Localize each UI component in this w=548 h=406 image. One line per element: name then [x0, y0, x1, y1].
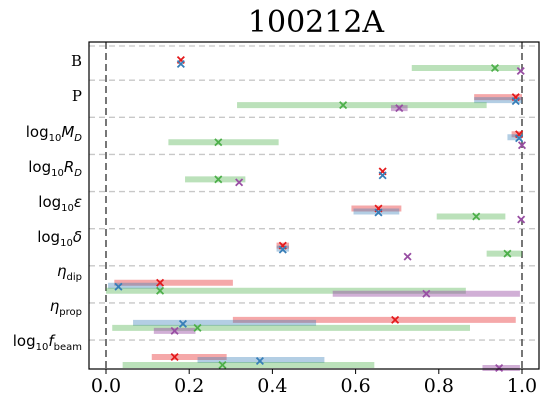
data-point — [517, 141, 527, 150]
data-point — [403, 252, 412, 261]
data-point — [503, 249, 512, 258]
interval-bar — [474, 94, 522, 101]
plot-frame — [88, 41, 540, 370]
y-axis-labels: B P log10MD log10RD log10ε log10δ ηdip η… — [13, 52, 83, 353]
y-label-log10fbeam: log10fbeam — [13, 332, 82, 353]
data-point — [495, 363, 504, 373]
interval-bar — [486, 250, 522, 257]
x-tick-label: 0.2 — [174, 375, 204, 397]
y-label-P: P — [72, 87, 82, 105]
interval-bar — [114, 279, 233, 286]
y-label-log10epsilon: log10ε — [38, 193, 82, 214]
interval-bar — [232, 316, 516, 323]
interval-bar — [133, 319, 317, 326]
interval-bar — [108, 282, 163, 289]
interval-bar — [185, 176, 246, 183]
interval-bar — [436, 213, 506, 220]
data-point — [515, 134, 524, 143]
data-point — [490, 63, 499, 73]
y-label-log10MD: log10MD — [26, 123, 83, 144]
data-point — [193, 323, 202, 332]
plot-area — [89, 42, 539, 373]
data-point — [255, 356, 264, 366]
data-point — [391, 315, 400, 324]
data-point — [178, 319, 187, 328]
data-point — [422, 289, 431, 298]
y-label-eta-dip: ηdip — [57, 262, 82, 283]
data-point — [214, 138, 223, 147]
data-point — [278, 245, 287, 254]
chart-title: 100212A — [248, 5, 385, 40]
data-point — [218, 360, 227, 370]
interval-bar — [351, 205, 402, 212]
x-tick-label: 0.4 — [257, 375, 287, 397]
data-point — [214, 175, 223, 184]
interval-bar — [122, 362, 375, 368]
x-tick-label: 0.8 — [424, 375, 454, 397]
data-point — [511, 97, 520, 106]
data-point — [378, 171, 387, 180]
interval-bar — [106, 287, 466, 294]
data-point — [176, 59, 185, 69]
interval-bar — [474, 97, 522, 104]
interval-bar — [151, 354, 227, 360]
data-point — [156, 278, 165, 287]
data-point — [395, 104, 404, 113]
data-point — [156, 286, 165, 295]
y-label-eta-prop: ηprop — [50, 297, 82, 318]
x-tick-label: 1.0 — [507, 375, 537, 397]
data-point — [170, 352, 179, 362]
y-label-B: B — [71, 52, 82, 70]
data-point — [114, 282, 123, 291]
data-point — [235, 178, 244, 187]
x-axis: 0.0 0.2 0.4 0.6 0.8 1.0 — [91, 369, 537, 397]
data-point — [170, 326, 179, 335]
interval-bar — [511, 131, 522, 138]
interval-bar — [482, 365, 520, 371]
x-tick-label: 0.0 — [91, 375, 121, 397]
data-point — [374, 208, 383, 217]
data-point — [517, 215, 526, 224]
interval-bar — [507, 134, 522, 141]
interval-bar — [112, 324, 471, 331]
data-point — [472, 212, 481, 221]
x-tick-label: 0.6 — [340, 375, 370, 397]
interval-bar — [411, 65, 520, 71]
interval-bar — [237, 102, 487, 109]
data-point — [339, 101, 348, 110]
y-label-log10RD: log10RD — [28, 158, 82, 179]
interval-bar — [168, 139, 279, 146]
y-label-log10delta: log10δ — [37, 228, 82, 249]
data-point — [516, 66, 525, 76]
